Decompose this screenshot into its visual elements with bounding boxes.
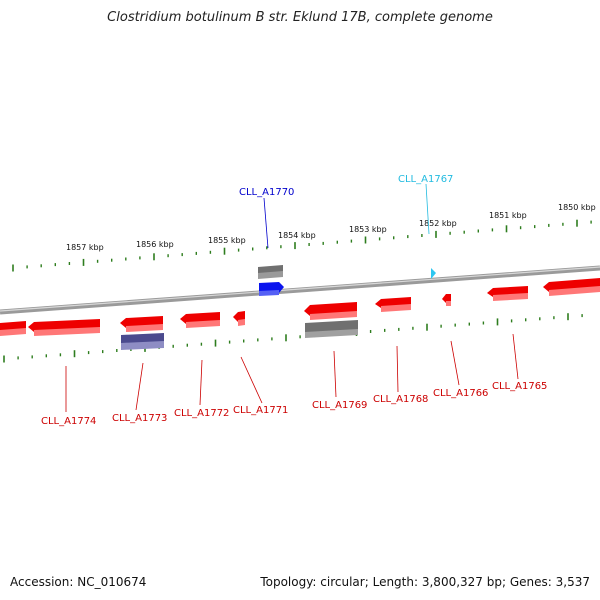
callout-CLL-A1772 [199,359,203,406]
callout-CLL-A1767 [425,183,430,235]
accession-info: Accession: NC_010674 [10,575,146,589]
topology-label: Topology: [260,575,317,589]
scale-label-1851: 1851 kbp [489,211,527,220]
genome-backbone [0,265,600,315]
gene-CLL-A1773[interactable] [120,316,163,332]
gene-label-CLL-A1773[interactable]: CLL_A1773 [112,413,167,424]
gene-CLL-A1770[interactable] [259,282,284,296]
gene-navy-lower[interactable] [121,333,164,350]
gene-label-CLL-A1766[interactable]: CLL_A1766 [433,388,488,399]
callout-CLL-A1769 [333,350,337,398]
gene-CLL-A1768[interactable] [375,297,411,312]
upper-scale-ticks [12,219,592,272]
gene-CLL-A1774[interactable] [28,319,100,336]
length-value: 3,800,327 bp [421,575,502,589]
genes-label: Genes: [509,575,552,589]
scale-label-1855: 1855 kbp [208,236,246,245]
gene-gray-forward[interactable] [258,265,283,279]
scale-label-1854: 1854 kbp [278,231,316,240]
scale-label-1850: 1850 kbp [558,203,596,212]
gene-gray-reverse[interactable] [305,320,358,338]
genes-value: 3,537 [555,575,590,589]
gene-label-CLL-A1774[interactable]: CLL_A1774 [41,416,96,427]
gene-label-CLL-A1768[interactable]: CLL_A1768 [373,394,428,405]
gene-red-partial-left[interactable] [0,321,26,336]
gene-label-CLL-A1770[interactable]: CLL_A1770 [239,187,294,198]
gene-label-CLL-A1772[interactable]: CLL_A1772 [174,408,229,419]
callout-CLL-A1770 [263,197,269,249]
genome-stats: Topology: circular; Length: 3,800,327 bp… [260,575,590,589]
gene-CLL-A1767[interactable] [431,268,436,279]
gene-CLL-A1771[interactable] [233,311,245,326]
gene-label-CLL-A1771[interactable]: CLL_A1771 [233,405,288,416]
gene-red-partial-right[interactable] [543,278,600,296]
genome-backbone-highlight [0,266,600,312]
callout-CLL-A1773 [135,362,144,411]
callout-CLL-A1766 [450,340,460,386]
gene-label-CLL-A1769[interactable]: CLL_A1769 [312,400,367,411]
callout-CLL-A1771 [240,356,263,404]
accession-value: NC_010674 [77,575,147,589]
gene-CLL-A1769[interactable] [304,302,357,320]
genome-title: Clostridium botulinum B str. Eklund 17B,… [107,10,493,25]
length-label: Length: [372,575,419,589]
scale-label-1856: 1856 kbp [136,240,174,249]
scale-label-1853: 1853 kbp [349,225,387,234]
gene-CLL-A1772[interactable] [180,312,220,328]
topology-value: circular [320,575,365,589]
callout-CLL-A1768 [396,345,399,393]
scale-label-1857: 1857 kbp [66,243,104,252]
accession-label: Accession: [10,575,74,589]
callout-CLL-A1765 [512,333,519,380]
scale-label-1852: 1852 kbp [419,219,457,228]
gene-label-CLL-A1767[interactable]: CLL_A1767 [398,174,453,185]
gene-label-CLL-A1765[interactable]: CLL_A1765 [492,381,547,392]
gene-CLL-A1765[interactable] [487,286,528,301]
gene-CLL-A1766[interactable] [442,294,451,306]
